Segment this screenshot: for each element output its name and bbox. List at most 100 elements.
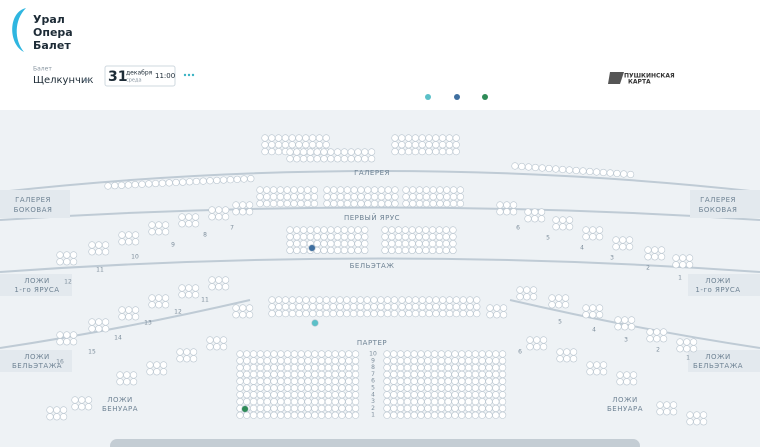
seat[interactable] bbox=[451, 411, 459, 419]
seat[interactable] bbox=[485, 370, 493, 379]
seat[interactable] bbox=[459, 310, 467, 318]
seat[interactable] bbox=[599, 168, 608, 177]
seat[interactable] bbox=[320, 155, 328, 163]
seat[interactable] bbox=[412, 310, 420, 318]
seat[interactable] bbox=[286, 233, 294, 241]
seat[interactable] bbox=[437, 350, 446, 358]
seat[interactable] bbox=[162, 228, 170, 236]
seat[interactable] bbox=[347, 246, 355, 254]
seat[interactable] bbox=[408, 246, 416, 254]
seat[interactable] bbox=[429, 186, 437, 194]
seat[interactable] bbox=[352, 404, 360, 413]
seat[interactable] bbox=[320, 233, 328, 241]
seat[interactable] bbox=[261, 134, 269, 142]
seat[interactable] bbox=[492, 357, 500, 365]
seat[interactable] bbox=[311, 377, 319, 385]
seat[interactable] bbox=[63, 251, 71, 259]
seat[interactable] bbox=[444, 384, 452, 392]
seat[interactable] bbox=[347, 226, 355, 234]
seat[interactable] bbox=[425, 141, 433, 149]
seat[interactable] bbox=[118, 231, 126, 239]
seat[interactable] bbox=[417, 411, 425, 419]
seat[interactable] bbox=[118, 306, 126, 314]
seat[interactable] bbox=[322, 141, 330, 149]
seat[interactable] bbox=[685, 254, 694, 262]
seat[interactable] bbox=[361, 148, 369, 156]
seat[interactable] bbox=[56, 331, 64, 339]
seat[interactable] bbox=[318, 377, 326, 385]
seat[interactable] bbox=[69, 338, 78, 346]
seat[interactable] bbox=[320, 148, 328, 156]
seat[interactable] bbox=[117, 181, 126, 189]
seat[interactable] bbox=[293, 148, 301, 156]
seat[interactable] bbox=[256, 193, 264, 201]
seat[interactable] bbox=[263, 364, 271, 372]
seat[interactable] bbox=[329, 310, 337, 318]
seat[interactable] bbox=[354, 240, 362, 248]
seat[interactable] bbox=[478, 370, 486, 379]
seat[interactable] bbox=[533, 336, 541, 344]
seat[interactable] bbox=[437, 411, 446, 419]
seat[interactable] bbox=[336, 296, 344, 304]
seat[interactable] bbox=[556, 355, 564, 363]
seat[interactable] bbox=[418, 134, 426, 142]
seat[interactable] bbox=[220, 343, 228, 351]
seat[interactable] bbox=[345, 411, 353, 419]
seat[interactable] bbox=[644, 253, 652, 261]
seat[interactable] bbox=[384, 310, 392, 318]
seat[interactable] bbox=[509, 208, 518, 216]
seat[interactable] bbox=[586, 167, 594, 176]
seat[interactable] bbox=[533, 343, 541, 351]
seat[interactable] bbox=[478, 404, 486, 413]
seat[interactable] bbox=[516, 286, 524, 294]
seat[interactable] bbox=[659, 328, 668, 336]
seat[interactable] bbox=[676, 345, 684, 353]
seat[interactable] bbox=[418, 310, 427, 318]
seat[interactable] bbox=[347, 233, 355, 241]
seat[interactable] bbox=[302, 141, 310, 149]
seat[interactable] bbox=[388, 246, 396, 254]
seat[interactable] bbox=[284, 364, 292, 372]
seat[interactable] bbox=[250, 398, 258, 406]
seat[interactable] bbox=[324, 350, 333, 358]
seat[interactable] bbox=[270, 391, 278, 399]
seat[interactable] bbox=[439, 303, 447, 311]
seat[interactable] bbox=[526, 336, 534, 344]
seat[interactable] bbox=[276, 200, 285, 208]
seat[interactable] bbox=[452, 148, 460, 156]
seat[interactable] bbox=[442, 226, 450, 234]
seat[interactable] bbox=[439, 141, 447, 149]
seat[interactable] bbox=[478, 411, 486, 419]
seat[interactable] bbox=[471, 350, 480, 358]
seat[interactable] bbox=[625, 236, 634, 244]
seat[interactable] bbox=[412, 303, 420, 311]
seat[interactable] bbox=[485, 357, 493, 365]
seat[interactable] bbox=[185, 220, 193, 228]
seat[interactable] bbox=[256, 384, 265, 392]
seat[interactable] bbox=[410, 377, 418, 385]
seat[interactable] bbox=[444, 357, 452, 365]
seat[interactable] bbox=[270, 364, 278, 372]
seat[interactable] bbox=[286, 240, 294, 248]
seat[interactable] bbox=[310, 186, 319, 194]
seat[interactable] bbox=[178, 291, 186, 299]
seat[interactable] bbox=[397, 364, 405, 372]
seat[interactable] bbox=[330, 186, 338, 194]
seat[interactable] bbox=[402, 186, 410, 194]
seat[interactable] bbox=[268, 141, 276, 149]
seat[interactable] bbox=[431, 377, 439, 385]
seat[interactable] bbox=[415, 240, 423, 248]
seat[interactable] bbox=[437, 398, 446, 406]
seat[interactable] bbox=[384, 200, 392, 208]
seat[interactable] bbox=[548, 301, 556, 309]
seat[interactable] bbox=[284, 384, 292, 392]
seat[interactable] bbox=[322, 303, 331, 311]
seat[interactable] bbox=[411, 141, 420, 149]
seat[interactable] bbox=[354, 155, 362, 163]
seat[interactable] bbox=[297, 200, 305, 208]
seat[interactable] bbox=[425, 303, 433, 311]
seat[interactable] bbox=[277, 384, 285, 392]
seat[interactable] bbox=[689, 338, 698, 346]
seat[interactable] bbox=[524, 163, 533, 171]
seat[interactable] bbox=[446, 310, 454, 318]
